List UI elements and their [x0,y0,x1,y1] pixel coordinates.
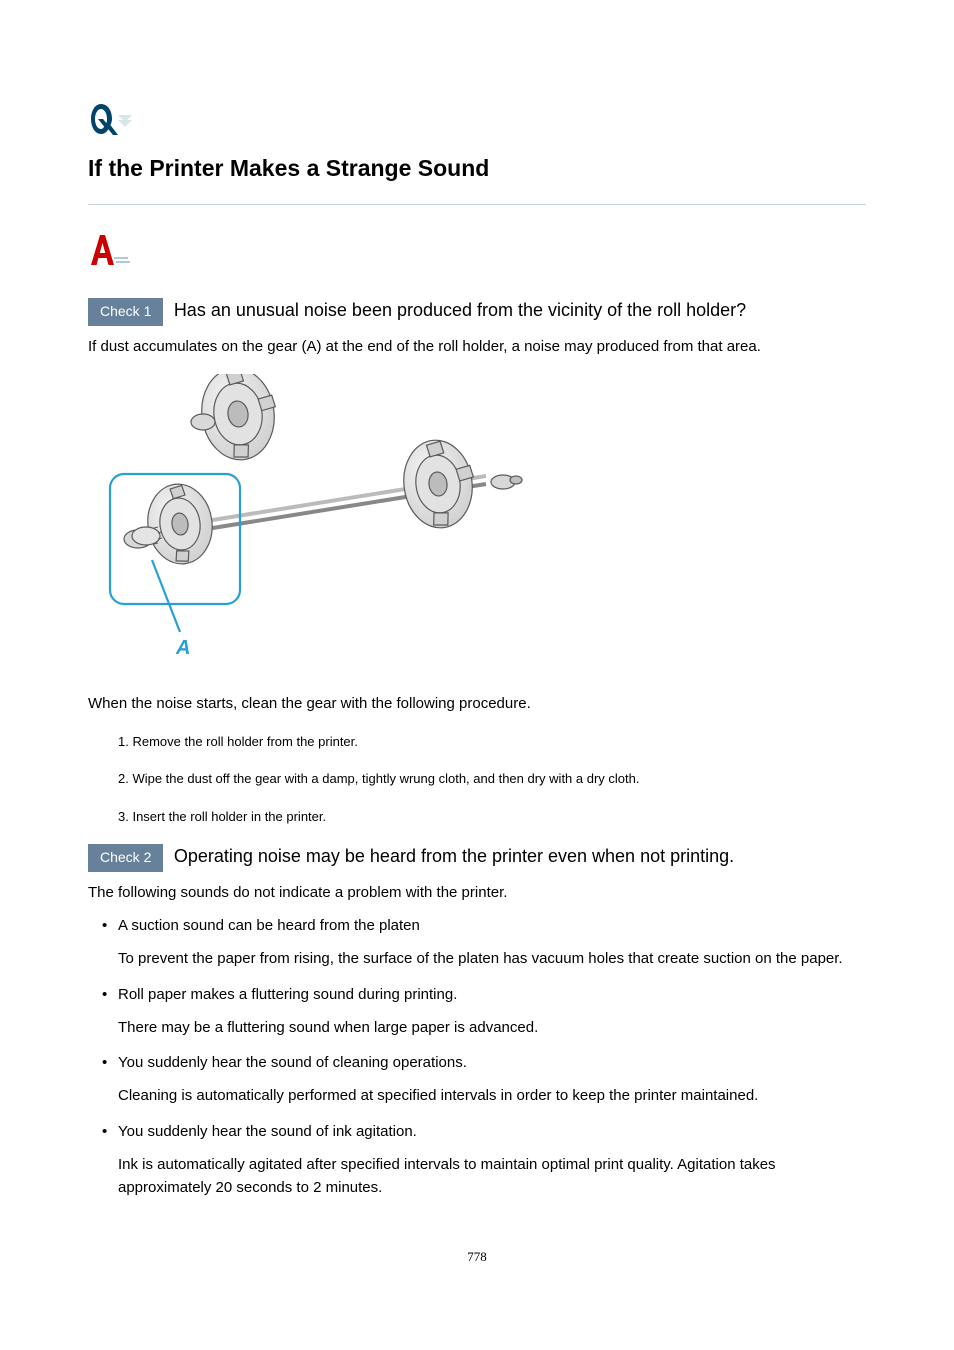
q-letter-path [91,104,118,135]
a-accent-path [114,257,130,263]
a-letter-path [91,235,114,265]
check-1-after-diagram: When the noise starts, clean the gear wi… [88,693,866,716]
check-2-heading: Operating noise may be heard from the pr… [174,846,734,866]
bullet-icon: • [102,1120,107,1143]
page-title: If the Printer Makes a Strange Sound [88,155,866,182]
bullet-icon: • [102,983,107,1006]
callout-gear [110,474,240,632]
check-2-row: Check 2 Operating noise may be heard fro… [88,844,866,872]
check-2-intro: The following sounds do not indicate a p… [88,882,866,905]
list-item: • Roll paper makes a fluttering sound du… [118,983,866,1040]
step-2: 2. Wipe the dust off the gear with a dam… [118,769,866,789]
question-icon [88,100,866,147]
check-1-steps: 1. Remove the roll holder from the print… [88,732,866,827]
check-1-heading: Has an unusual noise been produced from … [174,300,746,320]
check-2-list: • A suction sound can be heard from the … [88,914,866,1199]
q-arrow-path [118,115,132,127]
item-body: Cleaning is automatically performed at s… [118,1084,866,1107]
list-item: • A suction sound can be heard from the … [118,914,866,971]
item-body: To prevent the paper from rising, the su… [118,947,866,970]
shaft-group [110,374,522,632]
check-1-intro: If dust accumulates on the gear (A) at t… [88,336,866,359]
page: If the Printer Makes a Strange Sound Che… [0,0,954,1325]
check-2-badge: Check 2 [88,844,163,872]
item-body: There may be a fluttering sound when lar… [118,1016,866,1039]
step-3: 3. Insert the roll holder in the printer… [118,807,866,827]
item-lead: You suddenly hear the sound of cleaning … [118,1054,467,1071]
bullet-icon: • [102,1051,107,1074]
check-1-badge: Check 1 [88,298,163,326]
list-item: • You suddenly hear the sound of ink agi… [118,1120,866,1200]
answer-icon [88,233,866,276]
bullet-icon: • [102,914,107,937]
item-lead: You suddenly hear the sound of ink agita… [118,1123,417,1140]
callout-label-a: A [175,637,190,659]
item-lead: Roll paper makes a fluttering sound duri… [118,986,457,1003]
item-lead: A suction sound can be heard from the pl… [118,917,420,934]
roll-holder-diagram: A [108,374,866,669]
item-body: Ink is automatically agitated after spec… [118,1153,866,1200]
list-item: • You suddenly hear the sound of cleanin… [118,1051,866,1108]
page-number: 778 [88,1249,866,1265]
step-1: 1. Remove the roll holder from the print… [118,732,866,752]
section-divider [88,204,866,205]
check-1-row: Check 1 Has an unusual noise been produc… [88,298,866,326]
